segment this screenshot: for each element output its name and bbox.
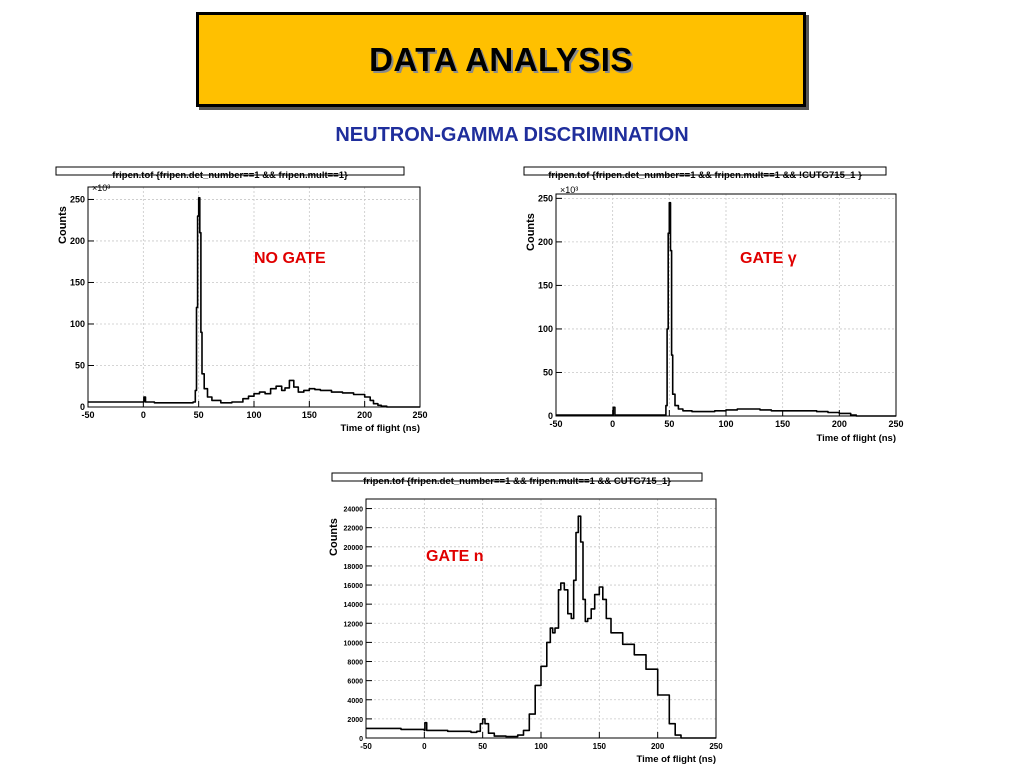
x-tick-label: 250 (412, 410, 427, 420)
y-tick-label: 20000 (344, 545, 364, 552)
x-tick-label: 100 (718, 419, 733, 429)
x-tick-label: 100 (534, 742, 548, 751)
histogram-trace (556, 201, 896, 417)
plot-frame (365, 498, 717, 739)
histogram-gate-gamma: fripen.tof {fripen.det_number==1 && frip… (523, 166, 904, 444)
y-tick-label: 12000 (344, 621, 364, 628)
x-axis-label: Time of flight (ns) (636, 754, 716, 765)
x-tick-label: 200 (357, 410, 372, 420)
x-tick-label: -50 (81, 410, 94, 420)
y-tick-label: 24000 (344, 507, 364, 514)
x-tick-label: -50 (549, 419, 562, 429)
y-tick-label: 250 (538, 193, 553, 203)
histogram-trace (366, 515, 716, 739)
y-scale-label: ×10³ (560, 185, 578, 195)
chart-title-box (55, 166, 405, 176)
y-tick-label: 200 (70, 236, 85, 246)
y-tick-label: 50 (75, 360, 85, 370)
y-tick-label: 0 (548, 411, 553, 421)
chart-title: fripen.tof {fripen.det_number==1 && frip… (548, 170, 862, 181)
x-tick-label: 250 (888, 419, 903, 429)
x-tick-label: 0 (141, 410, 146, 420)
histogram-trace (88, 197, 420, 408)
x-tick-label: 0 (422, 742, 427, 751)
y-tick-label: 150 (538, 280, 553, 290)
y-tick-label: 4000 (347, 698, 363, 705)
y-tick-label: 6000 (347, 679, 363, 686)
y-tick-label: 0 (359, 736, 363, 743)
gate-annotation: NO GATE (254, 250, 326, 267)
y-tick-label: 250 (70, 194, 85, 204)
chart-title-box (331, 472, 703, 482)
histogram-no-gate: fripen.tof {fripen.det_number==1 && frip… (55, 166, 428, 434)
x-tick-label: 150 (593, 742, 607, 751)
x-tick-label: 150 (302, 410, 317, 420)
title-box: DATA ANALYSIS (196, 12, 806, 107)
slide-subtitle: NEUTRON-GAMMA DISCRIMINATION (335, 124, 689, 146)
x-tick-label: 150 (775, 419, 790, 429)
x-tick-label: 0 (610, 419, 615, 429)
histogram-gate-neutron: fripen.tof {fripen.det_number==1 && frip… (328, 472, 723, 765)
gate-annotation: GATE n (426, 548, 483, 565)
y-axis-label: Counts (525, 213, 537, 251)
y-tick-label: 100 (538, 324, 553, 334)
x-tick-label: 50 (194, 410, 204, 420)
y-tick-label: 200 (538, 237, 553, 247)
gate-annotation: GATE γ (740, 250, 797, 267)
slide-title: DATA ANALYSIS (369, 40, 633, 78)
y-tick-label: 10000 (344, 640, 364, 647)
x-tick-label: 50 (478, 742, 487, 751)
y-tick-label: 100 (70, 319, 85, 329)
y-tick-label: 22000 (344, 526, 364, 533)
y-tick-label: 2000 (347, 717, 363, 724)
x-tick-label: -50 (360, 742, 372, 751)
chart-title: fripen.tof {fripen.det_number==1 && frip… (363, 476, 671, 487)
chart-title: fripen.tof {fripen.det_number==1 && frip… (112, 170, 348, 181)
x-tick-label: 100 (246, 410, 261, 420)
y-axis-label: Counts (57, 206, 69, 244)
y-tick-label: 18000 (344, 564, 364, 571)
y-tick-label: 8000 (347, 660, 363, 667)
x-tick-label: 250 (709, 742, 723, 751)
x-tick-label: 50 (664, 419, 674, 429)
x-tick-label: 200 (651, 742, 665, 751)
x-tick-label: 200 (832, 419, 847, 429)
y-scale-label: ×10³ (92, 183, 110, 193)
x-axis-label: Time of flight (ns) (816, 433, 896, 444)
x-axis-label: Time of flight (ns) (340, 423, 420, 434)
y-axis-label: Counts (328, 518, 340, 556)
y-tick-label: 16000 (344, 583, 364, 590)
y-tick-label: 14000 (344, 602, 364, 609)
y-tick-label: 150 (70, 277, 85, 287)
chart-title-box (523, 166, 887, 176)
y-tick-label: 50 (543, 367, 553, 377)
y-tick-label: 0 (80, 402, 85, 412)
